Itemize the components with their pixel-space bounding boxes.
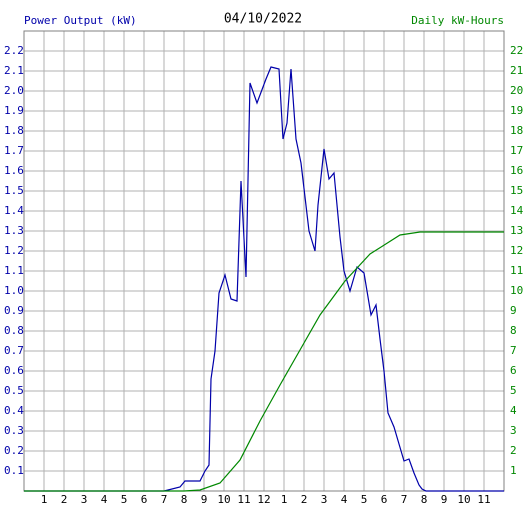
y-tick-label: 0.4 <box>4 404 24 417</box>
y-tick-label: 2.0 <box>4 84 24 97</box>
y2-tick-label: 8 <box>510 324 517 337</box>
y-tick-label: 1.2 <box>4 244 24 257</box>
x-tick-label: 10 <box>457 493 470 506</box>
plot-border <box>23 30 505 492</box>
y-tick-label: 0.1 <box>4 464 24 477</box>
x-tick-label: 4 <box>341 493 348 506</box>
x-tick-label: 10 <box>217 493 230 506</box>
y-tick-label: 1.9 <box>4 104 24 117</box>
y2-axis-label: Daily kW-Hours <box>411 14 504 27</box>
y-tick-label: 0.3 <box>4 424 24 437</box>
y2-tick-label: 22 <box>510 44 523 57</box>
x-tick-label: 1 <box>41 493 48 506</box>
y-tick-label: 1.0 <box>4 284 24 297</box>
y2-tick-label: 6 <box>510 364 517 377</box>
y-axis-label: Power Output (kW) <box>24 14 137 27</box>
x-tick-label: 6 <box>381 493 388 506</box>
y2-tick-label: 7 <box>510 344 517 357</box>
y-tick-label: 1.3 <box>4 224 24 237</box>
x-tick-label: 2 <box>301 493 308 506</box>
x-tick-label: 8 <box>181 493 188 506</box>
y-tick-label: 1.5 <box>4 184 24 197</box>
y2-tick-label: 11 <box>510 264 523 277</box>
y2-tick-label: 4 <box>510 404 517 417</box>
y-tick-label: 0.9 <box>4 304 24 317</box>
y2-tick-label: 10 <box>510 284 523 297</box>
x-tick-label: 7 <box>161 493 168 506</box>
y-tick-label: 0.7 <box>4 344 24 357</box>
chart-title: 04/10/2022 <box>224 12 302 27</box>
x-tick-label: 7 <box>401 493 408 506</box>
y-tick-label: 1.8 <box>4 124 24 137</box>
y-tick-label: 1.4 <box>4 204 24 217</box>
data-line <box>24 66 504 492</box>
y2-tick-label: 19 <box>510 104 523 117</box>
y2-tick-label: 5 <box>510 384 517 397</box>
y-tick-label: 0.6 <box>4 364 24 377</box>
y2-tick-label: 15 <box>510 184 523 197</box>
x-tick-label: 4 <box>101 493 108 506</box>
x-tick-label: 9 <box>201 493 208 506</box>
y-tick-label: 0.2 <box>4 444 24 457</box>
y-tick-label: 2.1 <box>4 64 24 77</box>
y2-tick-label: 14 <box>510 204 524 217</box>
y2-tick-label: 16 <box>510 164 523 177</box>
y-tick-label: 0.5 <box>4 384 24 397</box>
y2-tick-label: 9 <box>510 304 517 317</box>
y-tick-label: 1.6 <box>4 164 24 177</box>
x-tick-label: 3 <box>81 493 88 506</box>
x-tick-label: 1 <box>281 493 288 506</box>
y2-tick-label: 13 <box>510 224 523 237</box>
y2-tick-label: 20 <box>510 84 523 97</box>
y-tick-label: 2.2 <box>4 44 24 57</box>
y2-tick-label: 1 <box>510 464 517 477</box>
data-line <box>24 231 504 492</box>
x-tick-label: 2 <box>61 493 68 506</box>
x-tick-label: 11 <box>477 493 490 506</box>
y2-tick-label: 3 <box>510 424 517 437</box>
y2-tick-label: 21 <box>510 64 523 77</box>
x-tick-label: 9 <box>441 493 448 506</box>
y-tick-label: 1.1 <box>4 264 24 277</box>
x-tick-label: 12 <box>257 493 270 506</box>
x-tick-label: 8 <box>421 493 428 506</box>
x-tick-label: 5 <box>121 493 128 506</box>
y2-tick-label: 2 <box>510 444 517 457</box>
y-tick-label: 1.7 <box>4 144 24 157</box>
x-tick-label: 5 <box>361 493 368 506</box>
x-tick-label: 6 <box>141 493 148 506</box>
y2-tick-label: 17 <box>510 144 523 157</box>
y2-tick-label: 12 <box>510 244 523 257</box>
x-tick-label: 3 <box>321 493 328 506</box>
y-tick-label: 0.8 <box>4 324 24 337</box>
y2-tick-label: 18 <box>510 124 523 137</box>
x-tick-label: 11 <box>237 493 250 506</box>
